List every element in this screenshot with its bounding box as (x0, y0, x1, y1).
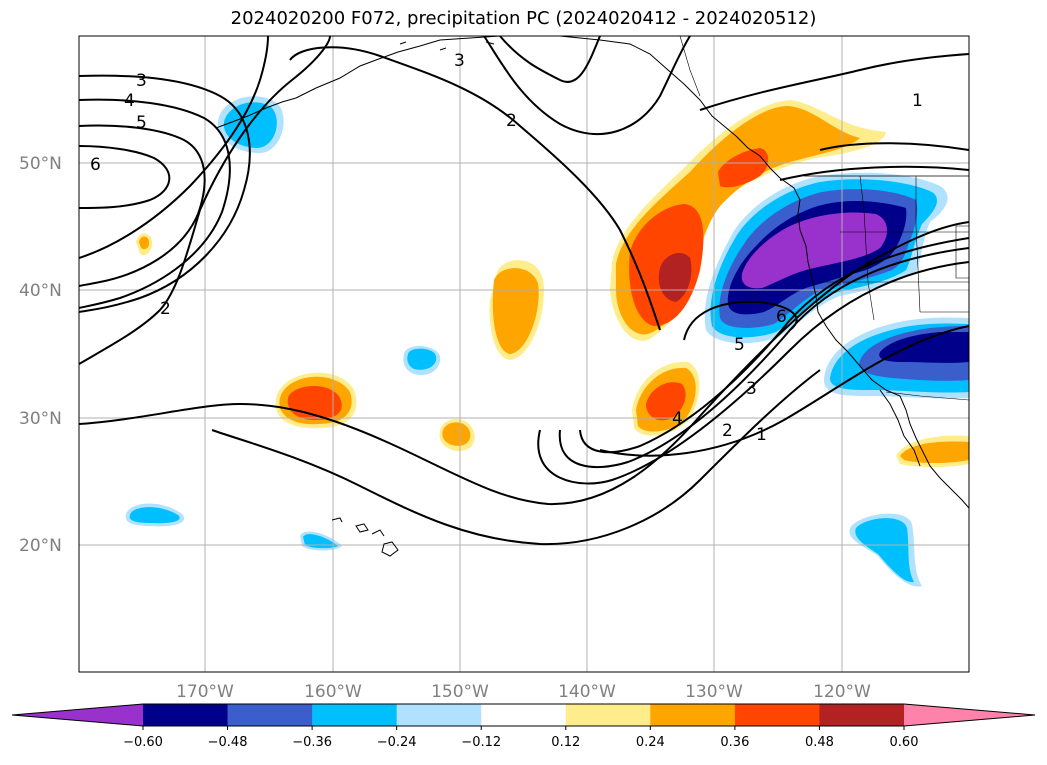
contour-label: 1 (756, 425, 767, 445)
contour-lines (79, 36, 969, 546)
contour-west-3 (79, 74, 251, 313)
contour-label: 2 (506, 111, 517, 131)
contour-west-6 (79, 145, 171, 209)
lat-label: 30°N (19, 409, 62, 429)
hawaii-islands (331, 517, 399, 557)
state-border-6 (955, 225, 969, 279)
british-columbia-coast (735, 135, 969, 509)
colorbar-tick-label: −0.36 (292, 735, 332, 750)
contour-1-east (599, 325, 969, 457)
contour-label: 2 (722, 421, 733, 441)
colorbar-extend-low (12, 704, 143, 726)
colorbar-segment (734, 704, 820, 726)
contour-label: 3 (136, 71, 147, 91)
contour-label: 4 (124, 91, 135, 111)
contour-label: 2 (160, 299, 171, 319)
contour-west-trough-2 (211, 369, 821, 546)
contour-2-upper (79, 36, 331, 365)
negative-anomaly-southeast-core (855, 518, 914, 583)
baja-california (879, 389, 921, 467)
contour-label-group: 3 4 5 6 2 3 2 1 1 2 3 4 5 6 (90, 51, 923, 445)
colorbar-segment (650, 704, 736, 726)
state-border-2 (915, 176, 921, 313)
aleutian-islands (215, 97, 297, 129)
contour-label: 4 (672, 409, 683, 429)
lon-label: 140°W (558, 682, 616, 702)
plot-frame (78, 35, 970, 673)
negative-anomaly-mid-core (407, 348, 437, 370)
gridlines (79, 36, 969, 672)
contour-north-1 (699, 53, 969, 111)
positive-anomaly-south-band-core (646, 382, 686, 421)
coastlines (215, 36, 969, 557)
colorbar-tick-label: −0.48 (208, 735, 248, 750)
contour-label: 3 (454, 51, 465, 71)
lon-label: 130°W (685, 682, 743, 702)
lon-label: 150°W (431, 682, 489, 702)
positive-anomaly-small-mid-core (442, 422, 471, 446)
negative-anomaly-aleutian-core (223, 102, 277, 148)
colorbar-segment (227, 704, 313, 726)
contour-east-1 (819, 142, 969, 151)
negative-anomaly-hawaii-west-core (129, 507, 180, 524)
alaska-peninsula (295, 39, 441, 99)
colorbar-tick-label: 0.60 (890, 735, 919, 750)
colorbar-segment (396, 704, 482, 726)
negative-anomaly-northeast-core (741, 212, 888, 289)
longitude-labels: 170°W 160°W 150°W 140°W 130°W 120°W (176, 682, 871, 702)
contour-4 (558, 247, 969, 468)
contour-label: 5 (136, 113, 147, 133)
positive-anomaly-band-red-north (718, 148, 769, 188)
colorbar-segment (819, 704, 905, 726)
lat-label: 50°N (19, 154, 62, 174)
mexico-border (885, 391, 969, 401)
contour-east-2 (779, 165, 969, 181)
colorbar-tick-label: 0.12 (551, 735, 580, 750)
colorbar-extend-high (904, 704, 1035, 726)
colorbar-tick-label: −0.24 (377, 735, 417, 750)
colorbar-segment (312, 704, 398, 726)
contour-label: 6 (90, 155, 101, 175)
colorbar-segment (143, 704, 229, 726)
alaska-coast (439, 36, 737, 137)
contour-label: 6 (776, 307, 787, 327)
contour-west-4 (79, 98, 231, 309)
negative-anomaly-southwest-us-core (879, 332, 969, 363)
lon-label: 170°W (176, 682, 234, 702)
contour-label: 3 (746, 379, 757, 399)
colorbar-tick-label: −0.12 (461, 735, 501, 750)
lat-label: 40°N (19, 281, 62, 301)
colorbar-tick-label: −0.60 (123, 735, 163, 750)
contour-north-loop (499, 36, 601, 83)
colorbar-tick-label: 0.48 (805, 735, 834, 750)
lon-label: 120°W (813, 682, 871, 702)
colorbar-tick-label: 0.36 (720, 735, 749, 750)
colorbar (11, 703, 1036, 727)
state-border-1 (859, 175, 875, 321)
contour-west-2 (79, 36, 269, 259)
positive-anomaly-small-west-core (139, 236, 150, 250)
contour-3 (537, 261, 969, 485)
lat-label: 20°N (19, 536, 62, 556)
map-title: 2024020200 F072, precipitation PC (20240… (230, 8, 817, 29)
colorbar-tick-label: 0.24 (636, 735, 665, 750)
contour-label: 1 (912, 91, 923, 111)
contour-north-3 (483, 36, 691, 136)
lon-label: 160°W (304, 682, 362, 702)
colorbar-segment (565, 704, 651, 726)
contour-loop-ne (683, 300, 798, 341)
contour-label: 5 (734, 335, 745, 355)
latitude-labels: 50°N 40°N 30°N 20°N (19, 154, 62, 556)
colorbar-segment (481, 704, 567, 726)
colorbar-labels: −0.60 −0.48 −0.36 −0.24 −0.12 0.12 0.24 0.36 0.4… (123, 726, 918, 750)
contour-north-2 (289, 46, 661, 331)
